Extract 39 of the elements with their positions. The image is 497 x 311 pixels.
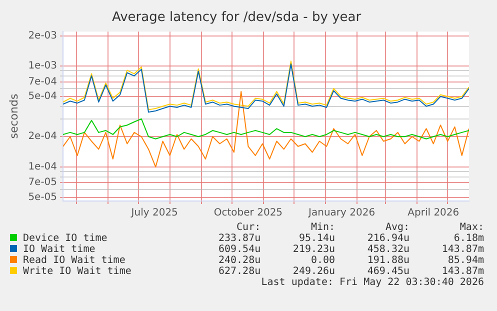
- y-tick-label: 5e-05: [28, 192, 58, 203]
- legend-label: Write IO Wait time: [22, 266, 132, 277]
- y-tick-label: 7e-04: [28, 76, 58, 88]
- text: 143.87m: [440, 266, 485, 277]
- text: 95.14u: [298, 233, 336, 244]
- x-tick-label: April 2026: [408, 208, 460, 219]
- y-tick-label: 5e-04: [28, 91, 58, 102]
- legend-label: Device IO time: [22, 233, 108, 244]
- x-tick-label: January 2026: [308, 208, 376, 219]
- text: 469.45u: [366, 266, 411, 277]
- text: 143.87m: [440, 244, 485, 255]
- legend-label: Read IO Wait time: [22, 255, 126, 266]
- chart-title: Average latency for /dev/sda - by year: [112, 10, 362, 26]
- text: Min:: [310, 222, 336, 233]
- y-tick-label: 1e-03: [28, 60, 58, 72]
- y-tick-label: 2e-03: [28, 30, 58, 42]
- text: Avg:: [384, 222, 411, 233]
- text: 85.94m: [446, 255, 485, 266]
- y-tick-label: 1e-04: [28, 162, 58, 173]
- y-tick-label: 7e-05: [28, 177, 58, 188]
- text: Last update: Fri May 22 03:30:40 2026: [260, 277, 485, 288]
- text: 191.88u: [366, 255, 411, 266]
- text: Cur:: [236, 222, 262, 233]
- text: 249.26u: [292, 266, 336, 277]
- y-tick-label: 2e-04: [28, 131, 58, 142]
- x-tick-label: October 2025: [214, 208, 283, 219]
- text: Max:: [458, 222, 485, 233]
- text: 216.94u: [366, 233, 411, 244]
- text: 240.28u: [217, 255, 262, 266]
- text: 627.28u: [217, 266, 262, 277]
- text: 6.18m: [452, 233, 485, 244]
- x-tick-label: July 2025: [130, 208, 178, 219]
- text: 609.54u: [217, 244, 262, 255]
- text: 233.87u: [217, 233, 262, 244]
- legend-label: IO Wait time: [22, 244, 96, 255]
- text: 458.32u: [366, 244, 411, 255]
- text: 219.23u: [292, 244, 336, 255]
- y-axis-title: seconds: [7, 94, 20, 139]
- text: 0.00: [310, 255, 336, 266]
